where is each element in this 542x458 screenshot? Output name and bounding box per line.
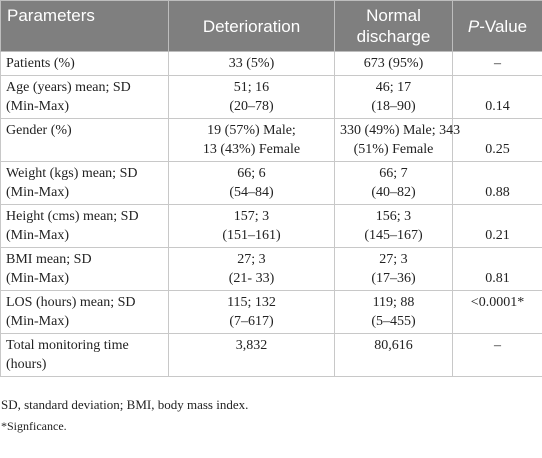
table-cell: 0.88	[452, 161, 542, 205]
table-cell: 673 (95%)	[334, 51, 453, 76]
table-cell: Weight (kgs) mean; SD (Min-Max)	[0, 161, 169, 205]
header-italic: P	[467, 16, 480, 36]
table-cell: LOS (hours) mean; SD (Min-Max)	[0, 290, 169, 334]
table-cell: 66; 6 (54–84)	[168, 161, 335, 205]
table-cell: 27; 3 (17–36)	[334, 247, 453, 291]
footnote: SD, standard deviation; BMI, body mass i…	[1, 397, 249, 412]
table-cell: 66; 7 (40–82)	[334, 161, 453, 205]
table-row: BMI mean; SD (Min-Max) 27; 3 (21- 33) 27; …	[0, 247, 542, 291]
table-cell: 119; 88 (5–455)	[334, 290, 453, 334]
table-cell: 0.14	[452, 75, 542, 119]
table-cell: 46; 17 (18–90)	[334, 75, 453, 119]
table-cell: 115; 132 (7–617)	[168, 290, 335, 334]
table-cell: 80,616	[334, 333, 453, 377]
footnote: *Signficance.	[1, 419, 67, 433]
table-cell: <0.0001*	[452, 290, 542, 334]
table-cell: 3,832	[168, 333, 335, 377]
table-cell: 0.81	[452, 247, 542, 291]
table-cell: 157; 3 (151–161)	[168, 204, 335, 248]
header-cell: Normal discharge	[334, 0, 453, 52]
table-cell: Patients (%)	[0, 51, 169, 76]
table-body: Patients (%) 33 (5%) 673 (95%) – Age (years)…	[0, 51, 542, 377]
table-row: Weight (kgs) mean; SD (Min-Max) 66; 6 (54…	[0, 161, 542, 205]
table-cell: 51; 16 (20–78)	[168, 75, 335, 119]
table-cell: 0.21	[452, 204, 542, 248]
table-cell: –	[452, 51, 542, 76]
table-cell: Gender (%)	[0, 118, 169, 162]
table-cell: 156; 3 (145–167)	[334, 204, 453, 248]
table-cell: 330 (49%) Male; 343 (51%) Female	[334, 118, 460, 162]
data-table: Parameters Deterioration Normal discharg…	[0, 0, 542, 377]
table-row: Patients (%) 33 (5%) 673 (95%) –	[0, 51, 542, 76]
table-cell: 27; 3 (21- 33)	[168, 247, 335, 291]
table-row: Height (cms) mean; SD (Min-Max) 157; 3 (1…	[0, 204, 542, 248]
table-cell: BMI mean; SD (Min-Max)	[0, 247, 169, 291]
table-cell: 33 (5%)	[168, 51, 335, 76]
table-row: LOS (hours) mean; SD (Min-Max) 115; 132 (…	[0, 290, 542, 334]
table-cell: 0.25	[452, 118, 542, 162]
header-cell: Deterioration	[168, 0, 335, 52]
table-cell: 19 (57%) Male; 13 (43%) Female	[168, 118, 335, 162]
table-row: Total monitoring time (hours) 3,832 80,616…	[0, 333, 542, 377]
header-cell: Parameters	[0, 0, 169, 52]
table-header: Parameters Deterioration Normal discharg…	[0, 0, 542, 52]
table-cell: Age (years) mean; SD (Min-Max)	[0, 75, 169, 119]
table-row: Gender (%) 19 (57%) Male; 13 (43%) Female…	[0, 118, 542, 162]
table-cell: Total monitoring time (hours)	[0, 333, 169, 377]
header-text: -Value	[479, 16, 528, 36]
table-row: Age (years) mean; SD (Min-Max) 51; 16 (20…	[0, 75, 542, 119]
header-cell: P-Value	[452, 0, 542, 52]
header-row: Parameters Deterioration Normal discharg…	[0, 0, 542, 52]
table-cell: –	[452, 333, 542, 377]
table-cell: Height (cms) mean; SD (Min-Max)	[0, 204, 169, 248]
